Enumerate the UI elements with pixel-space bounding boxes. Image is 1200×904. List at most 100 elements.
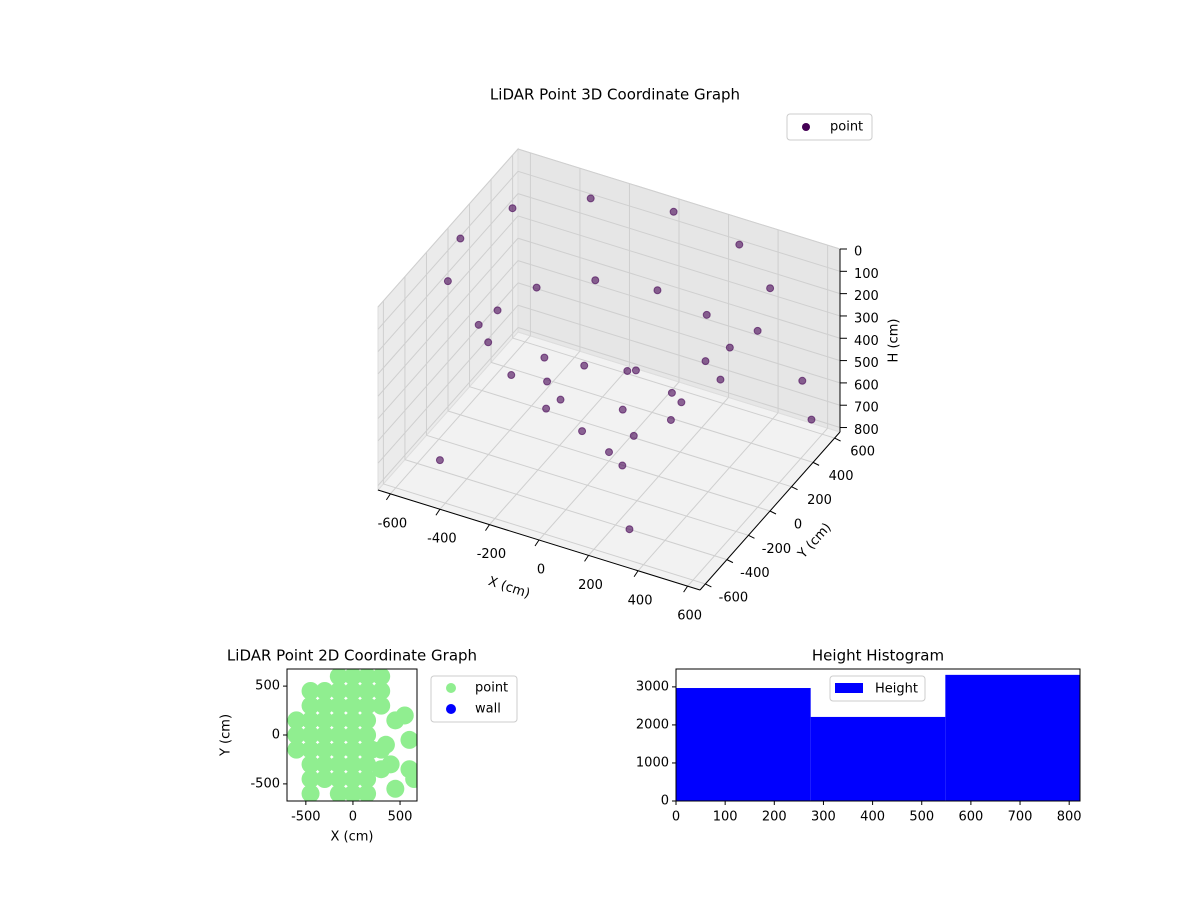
y-axis-line bbox=[699, 431, 841, 591]
z-tick-label: 600 bbox=[854, 378, 879, 393]
grid-line bbox=[377, 215, 519, 375]
y-tick-label: 0 bbox=[272, 728, 280, 743]
y-tick-label: 3000 bbox=[636, 679, 669, 694]
x-tick-label: 500 bbox=[909, 810, 934, 825]
point bbox=[556, 395, 565, 404]
point bbox=[542, 404, 551, 413]
point bbox=[474, 320, 483, 329]
x-tick-label: 600 bbox=[958, 810, 983, 825]
point bbox=[631, 366, 640, 375]
grid-line bbox=[517, 237, 841, 339]
z-tick-label: 200 bbox=[854, 289, 879, 304]
point bbox=[329, 711, 348, 730]
point bbox=[358, 696, 377, 715]
point bbox=[508, 204, 517, 213]
point bbox=[753, 326, 762, 335]
grid-line bbox=[517, 260, 841, 362]
x-tick bbox=[435, 508, 441, 516]
point bbox=[301, 682, 320, 700]
grid-line bbox=[426, 434, 749, 536]
grid-line bbox=[517, 304, 841, 406]
x-axis-label: X (cm) bbox=[331, 830, 374, 845]
point bbox=[372, 696, 391, 715]
y-axis-label: Y (cm) bbox=[219, 714, 234, 757]
legend-label: point bbox=[475, 681, 508, 696]
point bbox=[395, 706, 414, 725]
point bbox=[376, 735, 395, 754]
point bbox=[343, 696, 362, 715]
point bbox=[507, 371, 516, 380]
grid-line bbox=[377, 304, 519, 464]
point bbox=[798, 376, 807, 385]
x-tick-label: 400 bbox=[860, 810, 885, 825]
z-tick-label: 100 bbox=[854, 267, 879, 282]
point bbox=[329, 755, 348, 774]
point bbox=[677, 398, 686, 407]
point bbox=[301, 740, 320, 759]
y-tick-label: 500 bbox=[255, 679, 280, 694]
point bbox=[343, 711, 362, 730]
z-tick-label: 300 bbox=[854, 311, 879, 326]
grid-line bbox=[377, 170, 519, 330]
point bbox=[578, 427, 587, 436]
y-tick bbox=[812, 461, 820, 466]
point bbox=[329, 669, 348, 686]
point bbox=[591, 276, 600, 285]
chart-title: LiDAR Point 3D Coordinate Graph bbox=[490, 86, 740, 104]
point bbox=[667, 388, 676, 397]
point bbox=[386, 779, 405, 798]
point bbox=[287, 740, 306, 759]
legend-frame bbox=[829, 675, 926, 702]
point bbox=[702, 310, 711, 319]
y-tick-label: 0 bbox=[794, 518, 802, 533]
chart-title: Height Histogram bbox=[812, 647, 944, 665]
point bbox=[435, 456, 444, 465]
point bbox=[329, 682, 348, 700]
z-tick-label: 400 bbox=[854, 334, 879, 349]
point bbox=[301, 755, 320, 774]
bar bbox=[945, 674, 1080, 801]
z-tick-label: 0 bbox=[854, 245, 862, 260]
grid-line bbox=[447, 410, 771, 512]
point bbox=[716, 375, 725, 384]
point bbox=[372, 682, 391, 700]
y-tick bbox=[705, 583, 712, 588]
grid-line bbox=[517, 170, 841, 272]
grid-line bbox=[377, 260, 519, 419]
y-tick bbox=[726, 559, 734, 564]
point bbox=[358, 770, 377, 788]
legend: point bbox=[786, 113, 873, 141]
z-axis-label: H (cm) bbox=[887, 319, 902, 363]
point bbox=[372, 760, 391, 779]
x-tick-label: 300 bbox=[811, 810, 836, 825]
point bbox=[618, 405, 627, 414]
point bbox=[807, 415, 816, 424]
grid-line bbox=[512, 337, 835, 439]
point bbox=[301, 696, 320, 715]
bar bbox=[810, 716, 946, 801]
y-tick-label: 0 bbox=[661, 794, 669, 809]
x-tick bbox=[584, 555, 589, 562]
x-tick-label: -600 bbox=[378, 516, 408, 531]
point bbox=[358, 784, 377, 801]
y-tick-label: -500 bbox=[250, 776, 280, 791]
x-tick bbox=[485, 524, 490, 531]
x-tick-label: 800 bbox=[1057, 810, 1082, 825]
point bbox=[625, 525, 634, 534]
y-tick bbox=[748, 534, 755, 539]
point bbox=[358, 682, 377, 700]
y-tick-label: 400 bbox=[829, 469, 854, 484]
legend: point wall bbox=[430, 675, 518, 723]
point bbox=[701, 357, 710, 366]
point bbox=[586, 194, 595, 203]
x-tick-label: 0 bbox=[349, 810, 357, 825]
point bbox=[329, 770, 348, 788]
point bbox=[315, 770, 334, 788]
point bbox=[725, 343, 734, 352]
grid-line bbox=[377, 327, 519, 486]
point bbox=[287, 726, 306, 744]
point bbox=[543, 377, 552, 386]
point bbox=[315, 726, 334, 744]
grid-line bbox=[383, 483, 706, 585]
